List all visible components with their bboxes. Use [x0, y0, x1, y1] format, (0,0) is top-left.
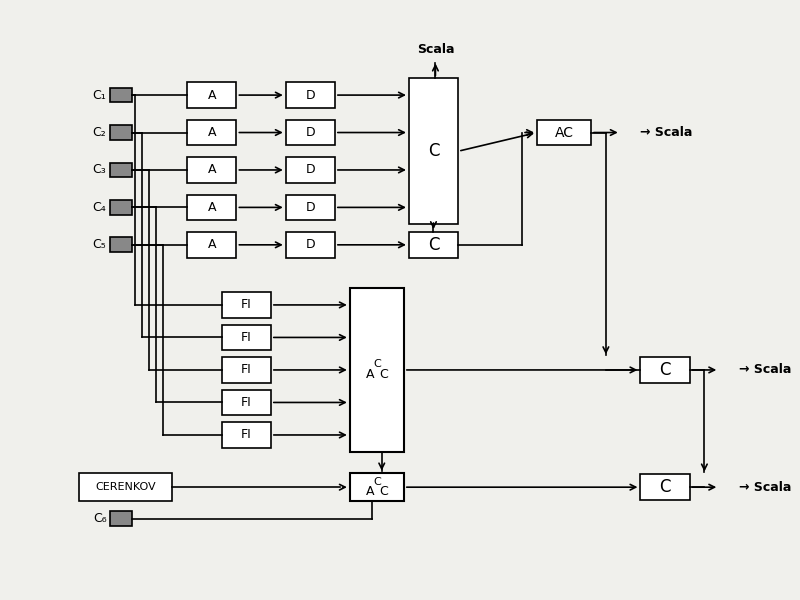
Text: C: C: [428, 142, 439, 160]
FancyBboxPatch shape: [110, 238, 132, 252]
Text: C: C: [373, 359, 381, 369]
FancyBboxPatch shape: [110, 200, 132, 215]
FancyBboxPatch shape: [187, 232, 237, 257]
Text: C: C: [379, 485, 388, 497]
FancyBboxPatch shape: [286, 120, 335, 145]
Text: FI: FI: [241, 428, 252, 442]
FancyBboxPatch shape: [286, 232, 335, 257]
FancyBboxPatch shape: [640, 357, 690, 383]
Text: D: D: [306, 89, 315, 101]
Text: C₁: C₁: [93, 89, 106, 101]
FancyBboxPatch shape: [110, 125, 132, 140]
Text: C₂: C₂: [93, 126, 106, 139]
Text: C: C: [428, 236, 439, 254]
Text: C₃: C₃: [93, 163, 106, 176]
FancyBboxPatch shape: [350, 288, 404, 452]
FancyBboxPatch shape: [222, 357, 271, 383]
Text: A: A: [207, 201, 216, 214]
Text: D: D: [306, 201, 315, 214]
Text: C: C: [373, 477, 381, 487]
Text: C: C: [379, 368, 388, 382]
Text: D: D: [306, 126, 315, 139]
Text: A: A: [207, 163, 216, 176]
FancyBboxPatch shape: [110, 88, 132, 103]
Text: A: A: [207, 126, 216, 139]
Text: FI: FI: [241, 364, 252, 376]
Text: C: C: [659, 361, 670, 379]
Text: → Scala: → Scala: [640, 126, 693, 139]
FancyBboxPatch shape: [110, 511, 132, 526]
FancyBboxPatch shape: [110, 163, 132, 178]
FancyBboxPatch shape: [286, 157, 335, 183]
Text: A: A: [207, 238, 216, 251]
FancyBboxPatch shape: [409, 79, 458, 224]
FancyBboxPatch shape: [222, 325, 271, 350]
Text: D: D: [306, 163, 315, 176]
FancyBboxPatch shape: [187, 120, 237, 145]
FancyBboxPatch shape: [409, 232, 458, 257]
Text: A: A: [366, 485, 374, 497]
FancyBboxPatch shape: [286, 82, 335, 108]
Text: CERENKOV: CERENKOV: [95, 482, 156, 492]
FancyBboxPatch shape: [79, 473, 173, 501]
Text: C₆: C₆: [93, 512, 106, 525]
FancyBboxPatch shape: [640, 475, 690, 500]
FancyBboxPatch shape: [537, 120, 591, 145]
FancyBboxPatch shape: [286, 194, 335, 220]
Text: → Scala: → Scala: [739, 481, 791, 494]
FancyBboxPatch shape: [222, 389, 271, 415]
Text: → Scala: → Scala: [739, 364, 791, 376]
Text: Scala: Scala: [417, 43, 454, 56]
Text: A: A: [366, 368, 374, 382]
Text: FI: FI: [241, 298, 252, 311]
Text: C₄: C₄: [93, 201, 106, 214]
Text: AC: AC: [554, 125, 574, 140]
Text: FI: FI: [241, 396, 252, 409]
FancyBboxPatch shape: [187, 194, 237, 220]
Text: A: A: [207, 89, 216, 101]
Text: FI: FI: [241, 331, 252, 344]
FancyBboxPatch shape: [222, 422, 271, 448]
FancyBboxPatch shape: [222, 292, 271, 318]
Text: C₅: C₅: [93, 238, 106, 251]
FancyBboxPatch shape: [187, 82, 237, 108]
Text: C: C: [659, 478, 670, 496]
Text: D: D: [306, 238, 315, 251]
FancyBboxPatch shape: [350, 473, 404, 501]
FancyBboxPatch shape: [187, 157, 237, 183]
